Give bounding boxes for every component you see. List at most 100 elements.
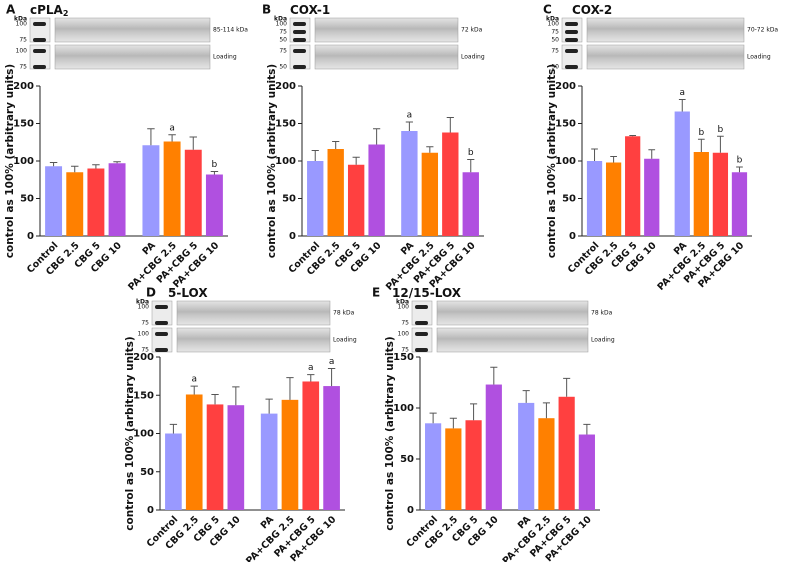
y-tick-label: 100 — [393, 403, 414, 414]
bar — [644, 158, 660, 236]
title-text: 5-LOX — [168, 286, 208, 300]
ladder-band — [33, 38, 46, 42]
y-tick-label: 50 — [140, 467, 154, 478]
y-tick-label: 100 — [13, 156, 34, 167]
error-bar — [648, 149, 656, 159]
panel-title: COX-2 — [572, 3, 612, 17]
ladder-mark: 100 — [548, 21, 560, 28]
ladder-band — [415, 305, 428, 309]
bar — [462, 172, 479, 236]
panel-label: B — [262, 3, 271, 17]
title-text: COX-2 — [572, 3, 612, 17]
y-tick-label: 100 — [555, 156, 576, 167]
bar — [712, 152, 729, 236]
bar — [421, 152, 439, 236]
bar — [674, 111, 690, 236]
ladder-band — [155, 348, 168, 352]
y-tick-label: 0 — [27, 231, 34, 242]
ladder-mark: 100 — [16, 21, 28, 28]
bar — [307, 161, 324, 236]
ladder-mark: 100 — [16, 48, 28, 55]
error-bar — [147, 128, 155, 146]
error-bar — [583, 423, 591, 435]
error-bar — [92, 164, 100, 169]
kda-label: kDa — [14, 16, 27, 23]
error-bar — [429, 412, 437, 424]
error-bar — [49, 162, 58, 167]
y-tick-label: 50 — [562, 194, 576, 205]
error-bar — [71, 165, 79, 173]
y-tick-label: 50 — [282, 194, 296, 205]
ladder-band — [565, 22, 578, 26]
y-tick-label: 150 — [555, 119, 576, 130]
y-tick-label: 150 — [393, 352, 414, 363]
panel-title: 5-LOX — [168, 286, 208, 300]
bar — [327, 149, 344, 236]
y-tick-label: 200 — [13, 81, 34, 92]
ladder-band — [415, 332, 428, 336]
bar — [227, 405, 245, 510]
ladder-mark: 75 — [141, 347, 149, 354]
panel-title: cPLA2 — [30, 3, 68, 18]
ladder-mark: 75 — [279, 29, 287, 36]
y-tick-label: 0 — [569, 231, 576, 242]
panel-title: COX-1 — [290, 3, 330, 17]
bar — [45, 166, 63, 236]
y-tick-label: 200 — [275, 81, 296, 92]
ladder-mark: 100 — [138, 304, 150, 311]
y-tick-label: 0 — [289, 231, 296, 242]
bar — [205, 174, 223, 236]
y-tick-label: 200 — [555, 81, 576, 92]
ladder-mark: 75 — [551, 48, 559, 55]
y-tick-label: 200 — [133, 352, 154, 363]
ladder-band — [565, 30, 578, 34]
bar — [281, 399, 299, 510]
bar — [163, 141, 181, 236]
bar — [165, 433, 182, 510]
error-bar — [490, 366, 498, 385]
error-bar — [426, 146, 434, 153]
ladder-mark: 75 — [401, 347, 409, 354]
bar — [518, 402, 535, 510]
error-bar — [563, 377, 571, 397]
error-bar — [697, 138, 705, 152]
significance-label: a — [169, 123, 175, 133]
ladder-mark: 75 — [19, 64, 27, 71]
bar — [66, 172, 84, 236]
error-bar — [591, 148, 598, 161]
blot-strip — [586, 17, 745, 43]
loading-label: Loading — [591, 337, 615, 344]
error-bar — [678, 99, 686, 112]
ladder-mark: 100 — [398, 304, 410, 311]
loading-label: Loading — [747, 54, 771, 61]
error-bar — [113, 161, 121, 164]
ladder-mark: 75 — [141, 320, 149, 327]
ladder-mark: 100 — [138, 331, 150, 338]
bar — [185, 394, 203, 510]
error-bar — [629, 135, 637, 137]
error-bar — [189, 136, 197, 150]
bar — [87, 168, 105, 236]
y-tick-label: 0 — [147, 505, 154, 516]
panel-label: C — [543, 3, 552, 17]
bar — [578, 434, 595, 510]
y-tick-label: 150 — [13, 119, 34, 130]
y-tick-label: 150 — [275, 119, 296, 130]
ladder-band — [293, 30, 306, 34]
ladder-mark: 50 — [279, 64, 287, 71]
bar — [693, 152, 709, 236]
loading-label: Loading — [333, 337, 357, 344]
error-bar — [446, 117, 454, 133]
y-tick-label: 100 — [275, 156, 296, 167]
bar — [558, 396, 575, 510]
y-axis-label: control as 100% (arbitrary units) — [546, 64, 558, 258]
ladder-band — [565, 38, 578, 42]
kda-label: kDa — [396, 299, 409, 306]
ladder-mark: 75 — [19, 37, 27, 44]
bar — [206, 404, 224, 510]
bar — [605, 162, 622, 236]
ladder-band — [415, 348, 428, 352]
band-label: 78 kDa — [591, 310, 613, 317]
bar — [323, 386, 340, 510]
